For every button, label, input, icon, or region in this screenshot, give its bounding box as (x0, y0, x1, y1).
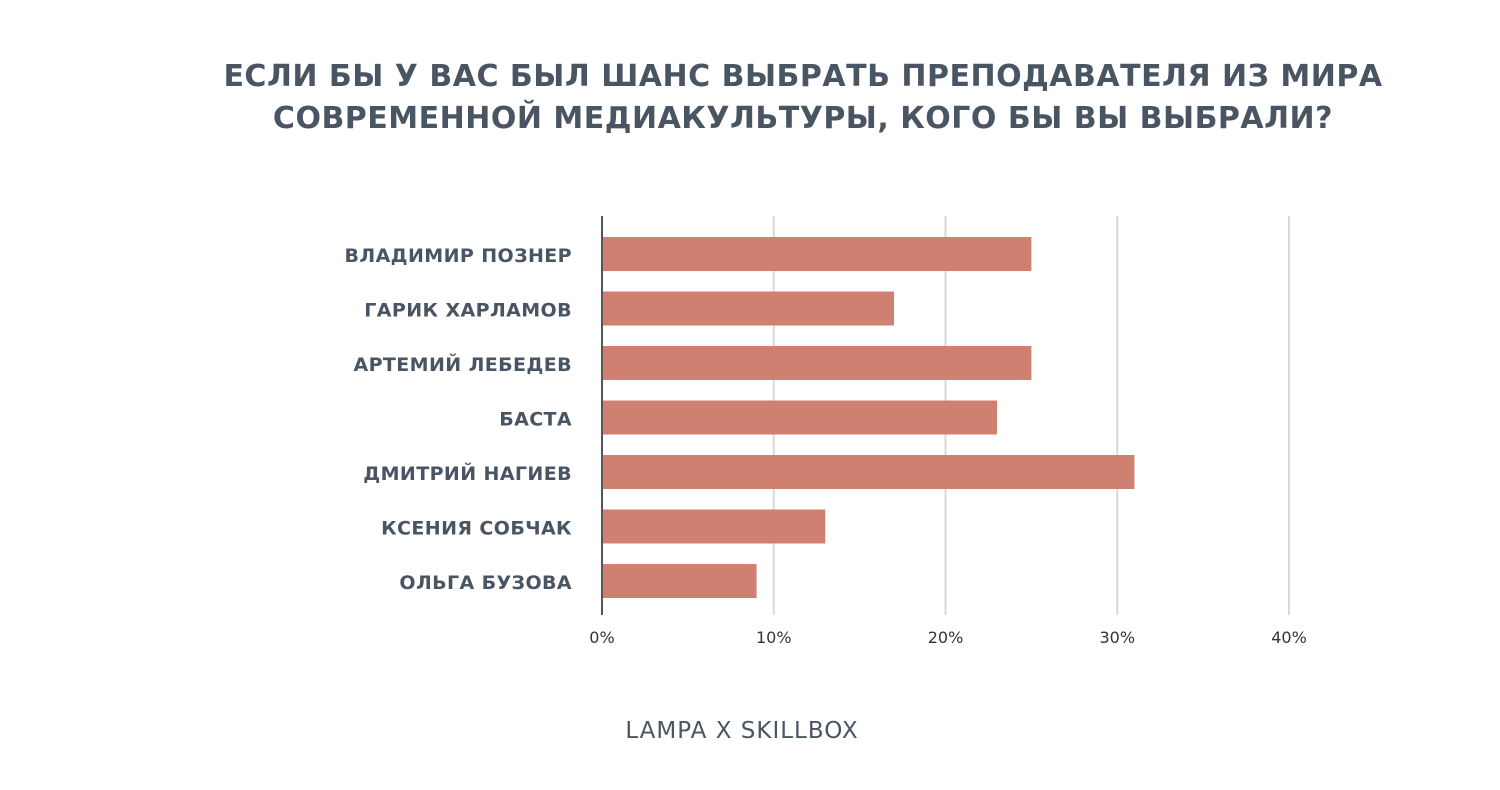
bar (602, 455, 1135, 489)
category-label: ДМИТРИЙ НАГИЕВ (363, 462, 572, 485)
bar (602, 400, 998, 435)
category-labels: ВЛАДИМИР ПОЗНЕР ГАРИК ХАРЛАМОВ АРТЕМИЙ ЛЕБ… (345, 245, 573, 594)
bar (602, 237, 1032, 271)
category-label: ГАРИК ХАРЛАМОВ (364, 300, 572, 322)
x-tick-label: 0% (589, 628, 614, 647)
x-tick-label: 40% (1271, 628, 1307, 647)
chart-title-line-1: ЕСЛИ БЫ У ВАС БЫЛ ШАНС ВЫБРАТЬ ПРЕПОДАВА… (223, 59, 1383, 94)
x-tick-label: 20% (928, 628, 964, 647)
bar (602, 564, 757, 598)
category-label: КСЕНИЯ СОБЧАК (381, 518, 572, 540)
category-label: АРТЕМИЙ ЛЕБЕДЕВ (354, 353, 573, 376)
bar (602, 346, 1032, 380)
x-tick-label: 30% (1099, 628, 1135, 647)
x-tick-label: 10% (756, 628, 792, 647)
chart-title: ЕСЛИ БЫ У ВАС БЫЛ ШАНС ВЫБРАТЬ ПРЕПОДАВА… (0, 56, 1500, 140)
bar (602, 291, 894, 326)
chart-title-line-2: СОВРЕМЕННОЙ МЕДИАКУЛЬТУРЫ, КОГО БЫ ВЫ ВЫ… (272, 101, 1334, 136)
bars (602, 237, 1135, 598)
x-tick-labels: 0% 10% 20% 30% 40% (589, 628, 1306, 647)
footer-brand: LAMPA X SKILLBOX (625, 718, 859, 744)
category-label: ОЛЬГА БУЗОВА (399, 572, 572, 594)
bar (602, 509, 826, 544)
category-label: ВЛАДИМИР ПОЗНЕР (345, 245, 573, 267)
category-label: БАСТА (499, 409, 572, 431)
